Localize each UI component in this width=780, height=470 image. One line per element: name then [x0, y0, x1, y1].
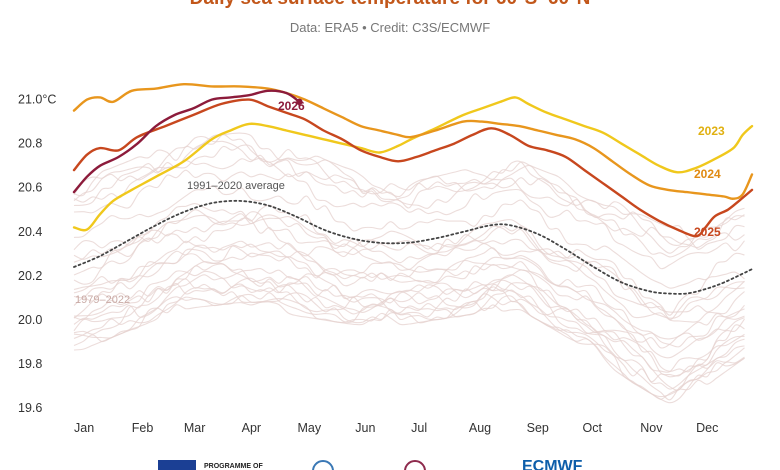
x-tick-label: Aug: [469, 421, 491, 435]
y-tick-label: 20.4: [18, 225, 42, 239]
historical-year-line: [73, 295, 745, 404]
historical-year-line: [73, 203, 745, 316]
x-tick-label: Nov: [640, 421, 663, 435]
x-tick-label: Dec: [696, 421, 718, 435]
historical-year-line: [73, 135, 745, 254]
eu-flag-icon: [158, 460, 196, 470]
y-tick-label: 20.6: [18, 181, 42, 195]
footer-logos: PROGRAMME OF ECMWF: [0, 460, 780, 470]
historical-range-layer: [73, 132, 745, 404]
series-line-2026: [72, 89, 301, 194]
average-line: [73, 199, 753, 295]
x-tick-label: Apr: [242, 421, 261, 435]
x-tick-label: Jun: [355, 421, 375, 435]
series-layer: [72, 82, 754, 238]
series-label-2024: 2024: [694, 167, 721, 181]
series-line-2023: [72, 96, 754, 232]
historical-year-line: [73, 287, 745, 401]
c3s-logo-icon: [312, 460, 334, 470]
range-label: 1979–2022: [75, 294, 130, 306]
x-tick-label: Sep: [527, 421, 549, 435]
historical-year-line: [73, 248, 745, 359]
historical-year-line: [73, 185, 745, 289]
series-label-2026: 2026: [278, 99, 305, 113]
historical-year-line: [73, 217, 745, 323]
historical-year-line: [73, 144, 745, 250]
x-axis: Jan Feb Mar Apr May Jun Jul Aug Sep Oct Nov Dec: [74, 421, 718, 435]
x-tick-label: Mar: [184, 421, 206, 435]
chart-subtitle: Data: ERA5 • Credit: C3S/ECMWF: [289, 20, 491, 35]
x-tick-label: Feb: [132, 421, 154, 435]
historical-year-line: [73, 169, 745, 270]
series-line-2025: [72, 98, 754, 238]
historical-year-line: [73, 277, 745, 383]
x-tick-label: Oct: [583, 421, 603, 435]
historical-year-line: [73, 295, 745, 400]
historical-year-line: [73, 134, 745, 249]
x-tick-label: May: [298, 421, 322, 435]
historical-year-line: [73, 211, 745, 313]
x-tick-label: Jan: [74, 421, 94, 435]
series-label-2025: 2025: [694, 225, 721, 239]
historical-year-line: [73, 209, 745, 319]
average-line-layer: [73, 199, 753, 295]
historical-year-line: [73, 292, 745, 398]
historical-year-line: [73, 154, 745, 258]
y-tick-label: 20.8: [18, 137, 42, 151]
climate-logo-icon: [404, 460, 426, 470]
historical-year-line: [73, 243, 745, 349]
chart-title: Daily sea surface temperature for 60°S–6…: [0, 0, 780, 10]
historical-year-line: [73, 261, 745, 373]
series-line-2024: [72, 82, 754, 200]
y-tick-label: 19.8: [18, 357, 42, 371]
historical-year-line: [73, 267, 745, 373]
x-tick-label: Jul: [411, 421, 427, 435]
historical-year-line: [73, 278, 745, 390]
ecmwf-logo: ECMWF: [522, 460, 583, 470]
y-tick-label: 20.0: [18, 313, 42, 327]
y-tick-label: 20.2: [18, 269, 42, 283]
y-tick-label: 21.0°C: [18, 93, 56, 107]
series-label-2023: 2023: [698, 124, 725, 138]
latest-value-marker: [296, 98, 303, 106]
eu-programme-text: PROGRAMME OF: [204, 463, 263, 470]
average-label: 1991–2020 average: [187, 180, 285, 192]
y-tick-label: 19.6: [18, 401, 42, 415]
historical-year-line: [73, 274, 745, 391]
y-axis: 19.6 19.8 20.0 20.2 20.4 20.6 20.8 21.0°C: [18, 93, 56, 415]
